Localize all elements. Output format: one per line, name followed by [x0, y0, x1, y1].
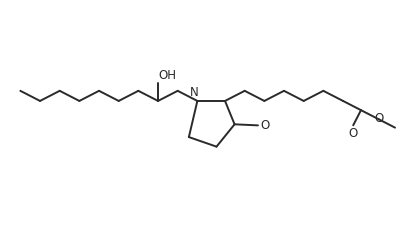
Text: O: O	[349, 127, 358, 140]
Text: O: O	[375, 112, 384, 125]
Text: OH: OH	[158, 69, 176, 82]
Text: O: O	[260, 119, 270, 132]
Text: N: N	[190, 86, 198, 99]
